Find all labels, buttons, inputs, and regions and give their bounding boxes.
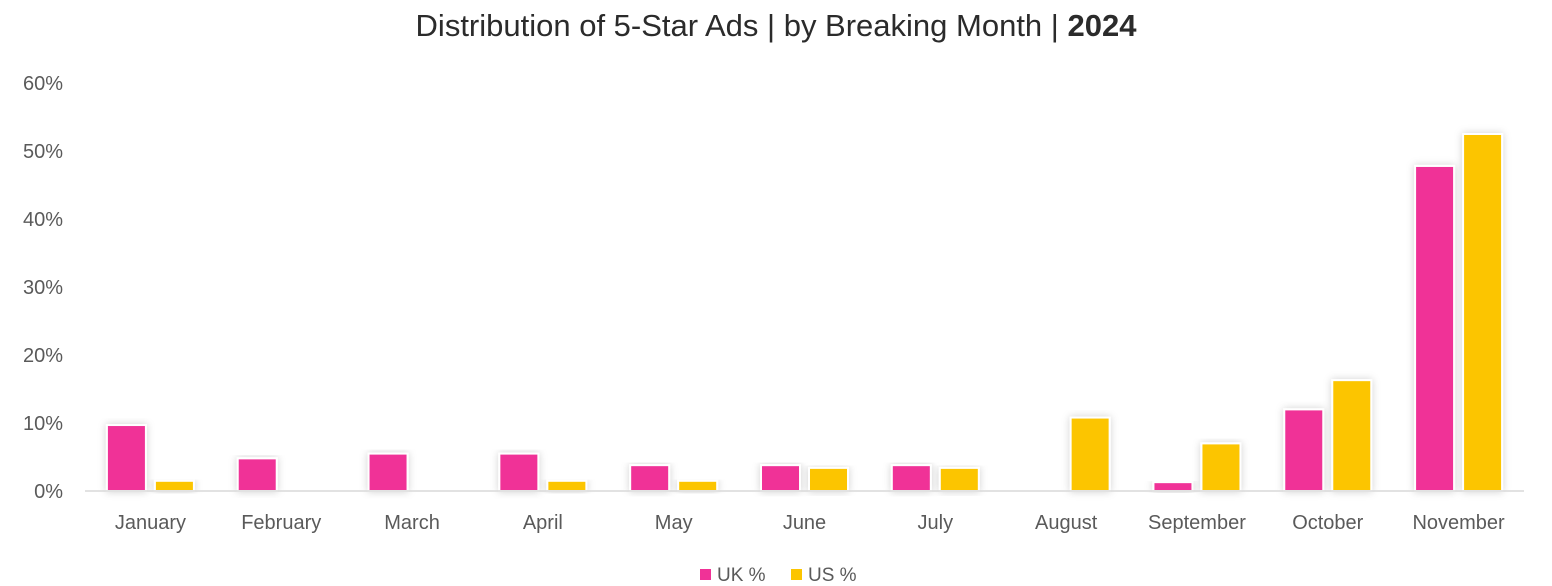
bar-uk-october xyxy=(1283,408,1325,492)
legend-label-us: US % xyxy=(808,565,857,586)
legend-swatch-us xyxy=(791,569,802,580)
bar-us-september xyxy=(1200,442,1242,492)
bar-us-october xyxy=(1331,379,1373,492)
x-tick-label: January xyxy=(115,512,186,534)
y-tick-label: 0% xyxy=(34,481,63,503)
bar-us-july xyxy=(938,466,980,493)
bar-us-may xyxy=(677,479,719,492)
bar-uk-april xyxy=(498,452,540,493)
bar-us-june xyxy=(808,466,849,493)
chart-title-year: 2024 xyxy=(1067,8,1137,43)
bar-us-august xyxy=(1069,416,1111,492)
legend-label-uk: UK % xyxy=(717,565,766,586)
bar-uk-september xyxy=(1152,481,1194,493)
bar-us-april xyxy=(546,479,588,492)
bars xyxy=(105,133,1504,493)
x-tick-label: November xyxy=(1412,512,1505,534)
x-axis-ticks: January February March April May June July Augu… xyxy=(115,512,1505,534)
x-tick-label: February xyxy=(241,512,321,534)
y-tick-label: 60% xyxy=(23,73,63,95)
bar-us-january xyxy=(153,479,195,492)
x-tick-label: May xyxy=(655,512,693,534)
bar-uk-january xyxy=(105,424,147,493)
bar-uk-june xyxy=(760,464,801,493)
y-tick-label: 50% xyxy=(23,141,63,163)
legend: UK % US % xyxy=(700,565,857,586)
chart-title-text: Distribution of 5-Star Ads | by Breaking… xyxy=(415,8,1068,43)
y-tick-label: 40% xyxy=(23,209,63,231)
x-tick-label: March xyxy=(384,512,440,534)
x-tick-label: July xyxy=(918,512,954,534)
x-tick-label: August xyxy=(1035,512,1098,534)
bar-uk-march xyxy=(367,452,409,493)
x-tick-label: October xyxy=(1292,512,1363,534)
chart-title: Distribution of 5-Star Ads | by Breaking… xyxy=(0,8,1552,44)
x-tick-label: April xyxy=(523,512,563,534)
x-tick-label: June xyxy=(783,512,826,534)
x-tick-label: September xyxy=(1148,512,1246,534)
bar-uk-february xyxy=(236,457,278,492)
legend-swatch-uk xyxy=(700,569,711,580)
bar-us-november xyxy=(1462,133,1504,492)
y-tick-label: 30% xyxy=(23,277,63,299)
bar-uk-november xyxy=(1414,164,1456,493)
y-tick-label: 20% xyxy=(23,345,63,367)
bar-uk-july xyxy=(890,464,932,493)
y-axis-ticks: 0% 10% 20% 30% 40% 50% 60% xyxy=(23,73,63,503)
bar-uk-may xyxy=(629,464,671,493)
y-tick-label: 10% xyxy=(23,413,63,435)
